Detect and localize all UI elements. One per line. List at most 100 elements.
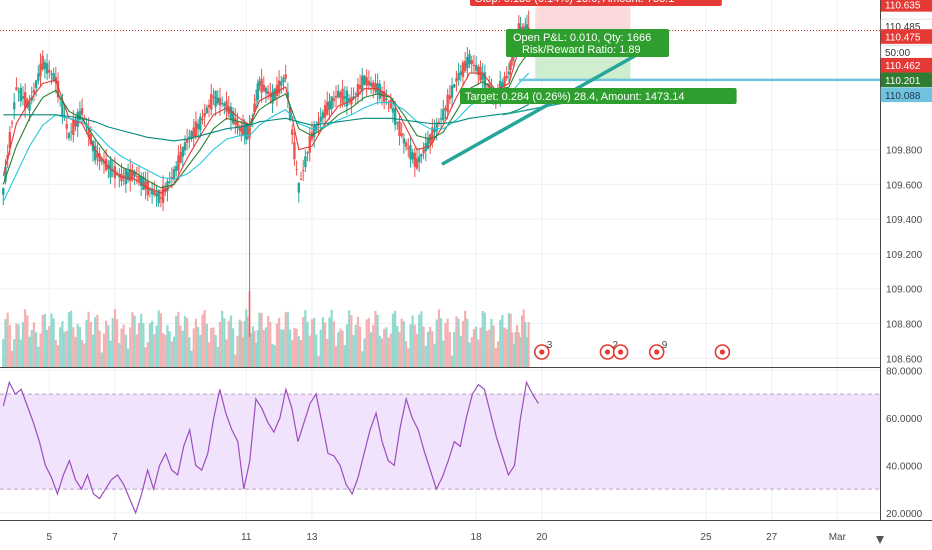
candle-body[interactable]: [312, 125, 316, 138]
candle-body[interactable]: [131, 170, 134, 180]
event-marker[interactable]: [612, 344, 629, 360]
candle-body[interactable]: [122, 175, 125, 178]
candle-body[interactable]: [420, 154, 423, 157]
candle-body[interactable]: [391, 108, 395, 113]
candle-body[interactable]: [345, 90, 349, 107]
candle-body[interactable]: [398, 121, 401, 136]
candle-body[interactable]: [422, 149, 425, 154]
candle-body[interactable]: [196, 123, 200, 129]
candle-body[interactable]: [459, 71, 462, 75]
candle-body[interactable]: [96, 153, 99, 158]
candle-body[interactable]: [52, 72, 55, 82]
candle-body[interactable]: [363, 75, 366, 85]
candle-body[interactable]: [65, 124, 68, 129]
candle-body[interactable]: [468, 54, 471, 65]
candle-body[interactable]: [238, 126, 241, 131]
candle-body[interactable]: [159, 197, 163, 199]
event-marker[interactable]: [714, 344, 731, 360]
candle-body[interactable]: [76, 112, 79, 127]
candle-body[interactable]: [334, 95, 338, 98]
candle-body[interactable]: [21, 96, 25, 99]
candle-body[interactable]: [170, 176, 174, 180]
candle-body[interactable]: [212, 96, 215, 99]
candle-body[interactable]: [185, 139, 189, 143]
candle-body[interactable]: [297, 183, 301, 193]
candle-body[interactable]: [301, 170, 305, 172]
candle-body[interactable]: [19, 87, 22, 102]
candle-body[interactable]: [32, 90, 36, 94]
candle-body[interactable]: [277, 80, 281, 94]
candle-body[interactable]: [157, 189, 160, 204]
candle-body[interactable]: [80, 108, 84, 115]
candle-body[interactable]: [231, 111, 235, 124]
candle-body[interactable]: [264, 87, 268, 94]
candle-body[interactable]: [393, 108, 397, 125]
candle-body[interactable]: [192, 127, 195, 137]
candle-body[interactable]: [413, 152, 417, 167]
candle-body[interactable]: [89, 134, 93, 145]
candle-body[interactable]: [201, 118, 204, 120]
candle-body[interactable]: [282, 77, 285, 83]
candle-body[interactable]: [179, 151, 182, 163]
candle-body[interactable]: [442, 109, 445, 121]
candle-body[interactable]: [229, 106, 233, 121]
candle-body[interactable]: [126, 171, 130, 180]
candle-body[interactable]: [444, 107, 447, 111]
candle-body[interactable]: [210, 94, 213, 110]
candle-body[interactable]: [365, 77, 368, 86]
candle-body[interactable]: [450, 85, 454, 98]
candle-body[interactable]: [48, 70, 51, 73]
candle-body[interactable]: [13, 102, 16, 110]
candle-body[interactable]: [339, 92, 342, 98]
candle-body[interactable]: [58, 97, 62, 100]
candle-body[interactable]: [61, 100, 64, 116]
candle-body[interactable]: [317, 121, 320, 126]
candle-body[interactable]: [258, 81, 261, 86]
candle-body[interactable]: [50, 73, 53, 75]
candle-body[interactable]: [356, 84, 360, 97]
candle-body[interactable]: [41, 55, 44, 70]
candle-body[interactable]: [214, 90, 217, 107]
candle-body[interactable]: [2, 187, 5, 195]
candle-body[interactable]: [39, 63, 42, 77]
candle-body[interactable]: [275, 84, 279, 97]
candle-body[interactable]: [439, 118, 443, 120]
candle-body[interactable]: [431, 127, 434, 143]
candle-body[interactable]: [220, 102, 224, 104]
candle-body[interactable]: [354, 93, 357, 95]
candle-body[interactable]: [433, 129, 436, 133]
candle-body[interactable]: [453, 84, 456, 88]
candle-body[interactable]: [418, 156, 421, 163]
candle-body[interactable]: [466, 57, 469, 69]
candle-body[interactable]: [153, 191, 156, 196]
candle-body[interactable]: [306, 152, 309, 154]
candle-body[interactable]: [207, 104, 211, 108]
candle-body[interactable]: [74, 120, 77, 127]
candle-body[interactable]: [78, 110, 82, 120]
candle-body[interactable]: [241, 124, 245, 135]
scroll-arrow-icon[interactable]: [876, 536, 884, 544]
candle-body[interactable]: [341, 88, 344, 104]
candle-body[interactable]: [43, 62, 47, 69]
candle-body[interactable]: [218, 98, 222, 106]
candle-body[interactable]: [273, 88, 276, 100]
candle-body[interactable]: [175, 166, 178, 171]
candle-body[interactable]: [67, 133, 71, 139]
candle-body[interactable]: [463, 61, 467, 72]
candle-body[interactable]: [299, 178, 303, 180]
candle-body[interactable]: [280, 81, 283, 86]
candle-body[interactable]: [519, 27, 522, 31]
oscillator-line[interactable]: [2, 380, 540, 515]
candle-body[interactable]: [400, 133, 403, 137]
candle-body[interactable]: [102, 161, 106, 164]
candle-body[interactable]: [83, 117, 86, 119]
candle-body[interactable]: [448, 95, 452, 100]
candle-body[interactable]: [144, 181, 147, 190]
candle-body[interactable]: [369, 82, 373, 87]
candle-body[interactable]: [69, 131, 73, 133]
candle-body[interactable]: [404, 142, 408, 147]
candle-body[interactable]: [326, 101, 329, 115]
candle-body[interactable]: [319, 116, 322, 122]
candle-body[interactable]: [485, 83, 489, 85]
